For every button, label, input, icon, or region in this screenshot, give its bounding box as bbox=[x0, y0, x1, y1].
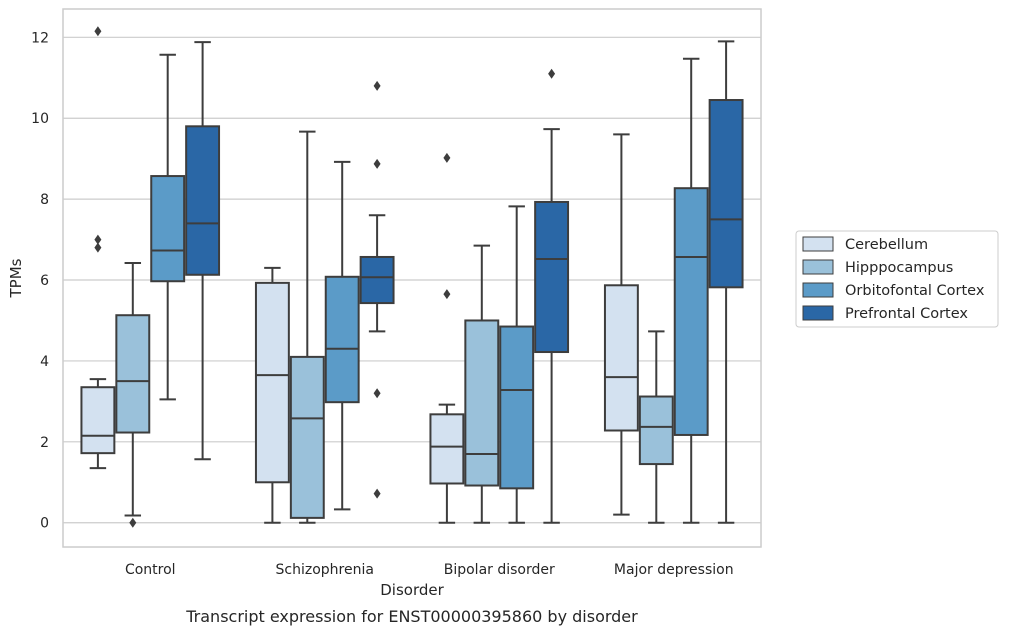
legend-items: Cerebellum Hipppocampus Orbitofontal Corte… bbox=[802, 236, 985, 322]
y-tick-label: 8 bbox=[40, 192, 49, 208]
outlier-point bbox=[548, 68, 556, 79]
box-group bbox=[115, 262, 151, 528]
box bbox=[289, 355, 325, 519]
outlier-point bbox=[94, 242, 102, 253]
y-axis-ticks: 0 2 4 6 8 10 12 bbox=[31, 30, 49, 531]
boxes bbox=[80, 26, 744, 528]
box-group bbox=[708, 40, 744, 524]
figure-caption: Transcript expression for ENST0000039586… bbox=[185, 607, 638, 626]
box bbox=[429, 413, 465, 485]
x-axis-ticks: Control Schizophrenia Bipolar disorder Majo… bbox=[125, 562, 734, 578]
legend-swatch bbox=[802, 282, 834, 298]
legend-label: Prefrontal Cortex bbox=[845, 306, 968, 322]
outlier-point bbox=[129, 517, 137, 528]
outlier-point bbox=[443, 289, 451, 300]
box bbox=[185, 125, 221, 276]
box-group bbox=[80, 26, 116, 470]
box bbox=[150, 175, 186, 283]
legend-label: Orbitofontal Cortex bbox=[845, 283, 985, 299]
legend-label: Hipppocampus bbox=[845, 260, 953, 276]
box-group bbox=[603, 133, 639, 516]
box-group bbox=[673, 57, 709, 524]
outlier-point bbox=[373, 388, 381, 399]
legend-swatch bbox=[802, 259, 834, 275]
box bbox=[324, 275, 360, 404]
box bbox=[708, 99, 744, 289]
y-tick-label: 12 bbox=[31, 30, 49, 46]
x-tick-label: Major depression bbox=[614, 562, 734, 578]
box bbox=[534, 200, 570, 354]
box-group bbox=[185, 41, 221, 461]
legend-label: Cerebellum bbox=[845, 237, 928, 253]
box-group bbox=[289, 130, 325, 524]
box bbox=[115, 314, 151, 434]
box-group bbox=[499, 205, 535, 524]
box-group bbox=[150, 53, 186, 401]
box bbox=[499, 325, 535, 490]
box-group bbox=[429, 152, 465, 524]
outlier-point bbox=[373, 488, 381, 499]
outlier-point bbox=[443, 152, 451, 163]
box bbox=[359, 255, 395, 305]
legend-frame bbox=[795, 230, 999, 328]
box bbox=[638, 395, 674, 466]
box bbox=[603, 284, 639, 432]
legend: Cerebellum Hipppocampus Orbitofontal Corte… bbox=[795, 230, 999, 328]
box bbox=[673, 187, 709, 436]
box-group bbox=[534, 68, 570, 524]
box-group bbox=[254, 266, 290, 524]
outlier-point bbox=[94, 234, 102, 245]
legend-swatch bbox=[802, 305, 834, 321]
box-group bbox=[359, 80, 395, 499]
box-group bbox=[324, 160, 360, 511]
y-tick-label: 10 bbox=[31, 111, 49, 127]
y-tick-label: 6 bbox=[40, 273, 49, 289]
box bbox=[80, 386, 116, 455]
y-tick-label: 0 bbox=[40, 516, 49, 532]
box-group bbox=[464, 244, 500, 524]
box-group bbox=[638, 330, 674, 524]
x-axis-label: Disorder bbox=[380, 581, 444, 599]
outlier-point bbox=[94, 26, 102, 37]
plot-frame bbox=[62, 8, 762, 548]
outlier-point bbox=[373, 80, 381, 91]
y-tick-label: 2 bbox=[40, 435, 49, 451]
box bbox=[464, 319, 500, 487]
y-axis-label: TPMs bbox=[7, 258, 25, 298]
x-tick-label: Control bbox=[125, 562, 176, 578]
box bbox=[254, 281, 290, 484]
x-tick-label: Bipolar disorder bbox=[444, 562, 555, 578]
x-tick-label: Schizophrenia bbox=[276, 562, 374, 578]
y-tick-label: 4 bbox=[40, 354, 49, 370]
outlier-point bbox=[373, 158, 381, 169]
legend-swatch bbox=[802, 236, 834, 252]
